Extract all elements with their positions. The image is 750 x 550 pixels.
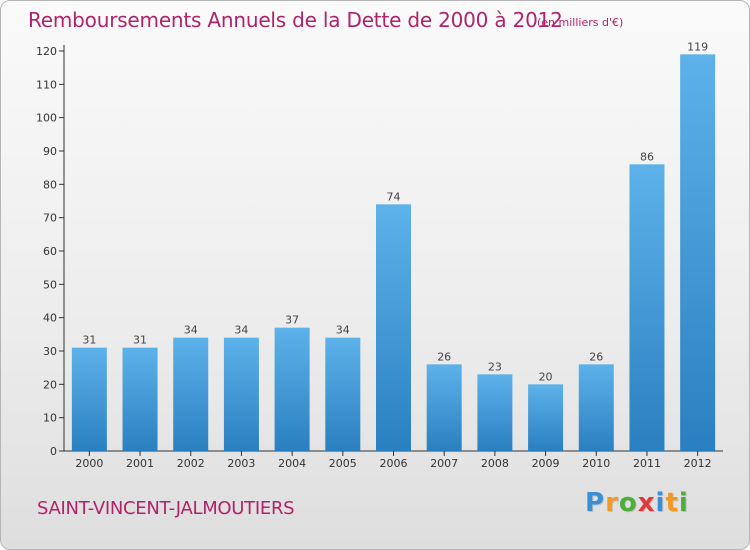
data-label: 23 — [488, 360, 502, 373]
bar — [629, 164, 665, 452]
bar — [71, 347, 107, 451]
logo-letter: t — [665, 488, 679, 518]
y-tick-label: 60 — [43, 245, 57, 258]
x-tick-label: 2008 — [481, 457, 509, 470]
data-label: 86 — [640, 150, 654, 163]
logo-letter: P — [585, 488, 606, 518]
y-tick-label: 0 — [50, 445, 57, 458]
chart-title: Remboursements Annuels de la Dette de 20… — [28, 8, 563, 32]
data-label: 74 — [387, 190, 401, 203]
logo-letter: r — [605, 488, 619, 518]
data-label: 34 — [184, 324, 198, 337]
bar — [680, 54, 716, 451]
y-tick-label: 70 — [43, 212, 57, 225]
y-tick-label: 20 — [43, 378, 57, 391]
data-label: 26 — [589, 350, 603, 363]
bar — [274, 327, 310, 451]
logo-letter: i — [655, 488, 666, 518]
x-tick-label: 2005 — [329, 457, 357, 470]
data-label: 20 — [539, 370, 553, 383]
y-tick-label: 100 — [36, 112, 57, 125]
logo-letter: o — [618, 488, 638, 518]
commune-name: SAINT-VINCENT-JALMOUTIERS — [37, 498, 295, 519]
logo-letter: i — [678, 488, 689, 518]
y-tick-label: 80 — [43, 178, 57, 191]
chart-subtitle: (en milliers d'€) — [537, 16, 624, 29]
y-tick-label: 10 — [43, 412, 57, 425]
y-tick-label: 110 — [36, 78, 57, 91]
bar — [528, 384, 564, 451]
bar — [376, 204, 411, 451]
data-label: 34 — [336, 324, 350, 337]
bar — [122, 347, 158, 451]
bar — [223, 337, 259, 451]
x-tick-label: 2003 — [227, 457, 255, 470]
x-tick-label: 2004 — [278, 457, 306, 470]
y-tick-label: 50 — [43, 278, 57, 291]
bar — [426, 364, 462, 451]
y-tick-label: 40 — [43, 312, 57, 325]
logo-letter: x — [637, 488, 656, 518]
x-tick-label: 2002 — [177, 457, 205, 470]
data-label: 34 — [234, 324, 248, 337]
data-label: 31 — [82, 334, 96, 347]
data-label: 119 — [687, 40, 708, 53]
x-tick-label: 2012 — [684, 457, 712, 470]
x-tick-label: 2009 — [532, 457, 560, 470]
y-tick-label: 90 — [43, 145, 57, 158]
data-label: 31 — [133, 334, 147, 347]
y-tick-label: 30 — [43, 345, 57, 358]
bar — [173, 337, 209, 451]
x-tick-label: 2006 — [380, 457, 408, 470]
proxiti-logo: Proxiti — [585, 488, 689, 518]
x-tick-label: 2011 — [633, 457, 661, 470]
x-tick-label: 2007 — [430, 457, 458, 470]
x-tick-label: 2010 — [582, 457, 610, 470]
bar — [477, 374, 513, 451]
data-label: 37 — [285, 314, 299, 327]
data-label: 26 — [437, 350, 451, 363]
x-tick-label: 2000 — [75, 457, 103, 470]
bar — [578, 364, 614, 451]
bar — [325, 337, 361, 451]
y-tick-label: 120 — [36, 45, 57, 58]
x-tick-label: 2001 — [126, 457, 154, 470]
